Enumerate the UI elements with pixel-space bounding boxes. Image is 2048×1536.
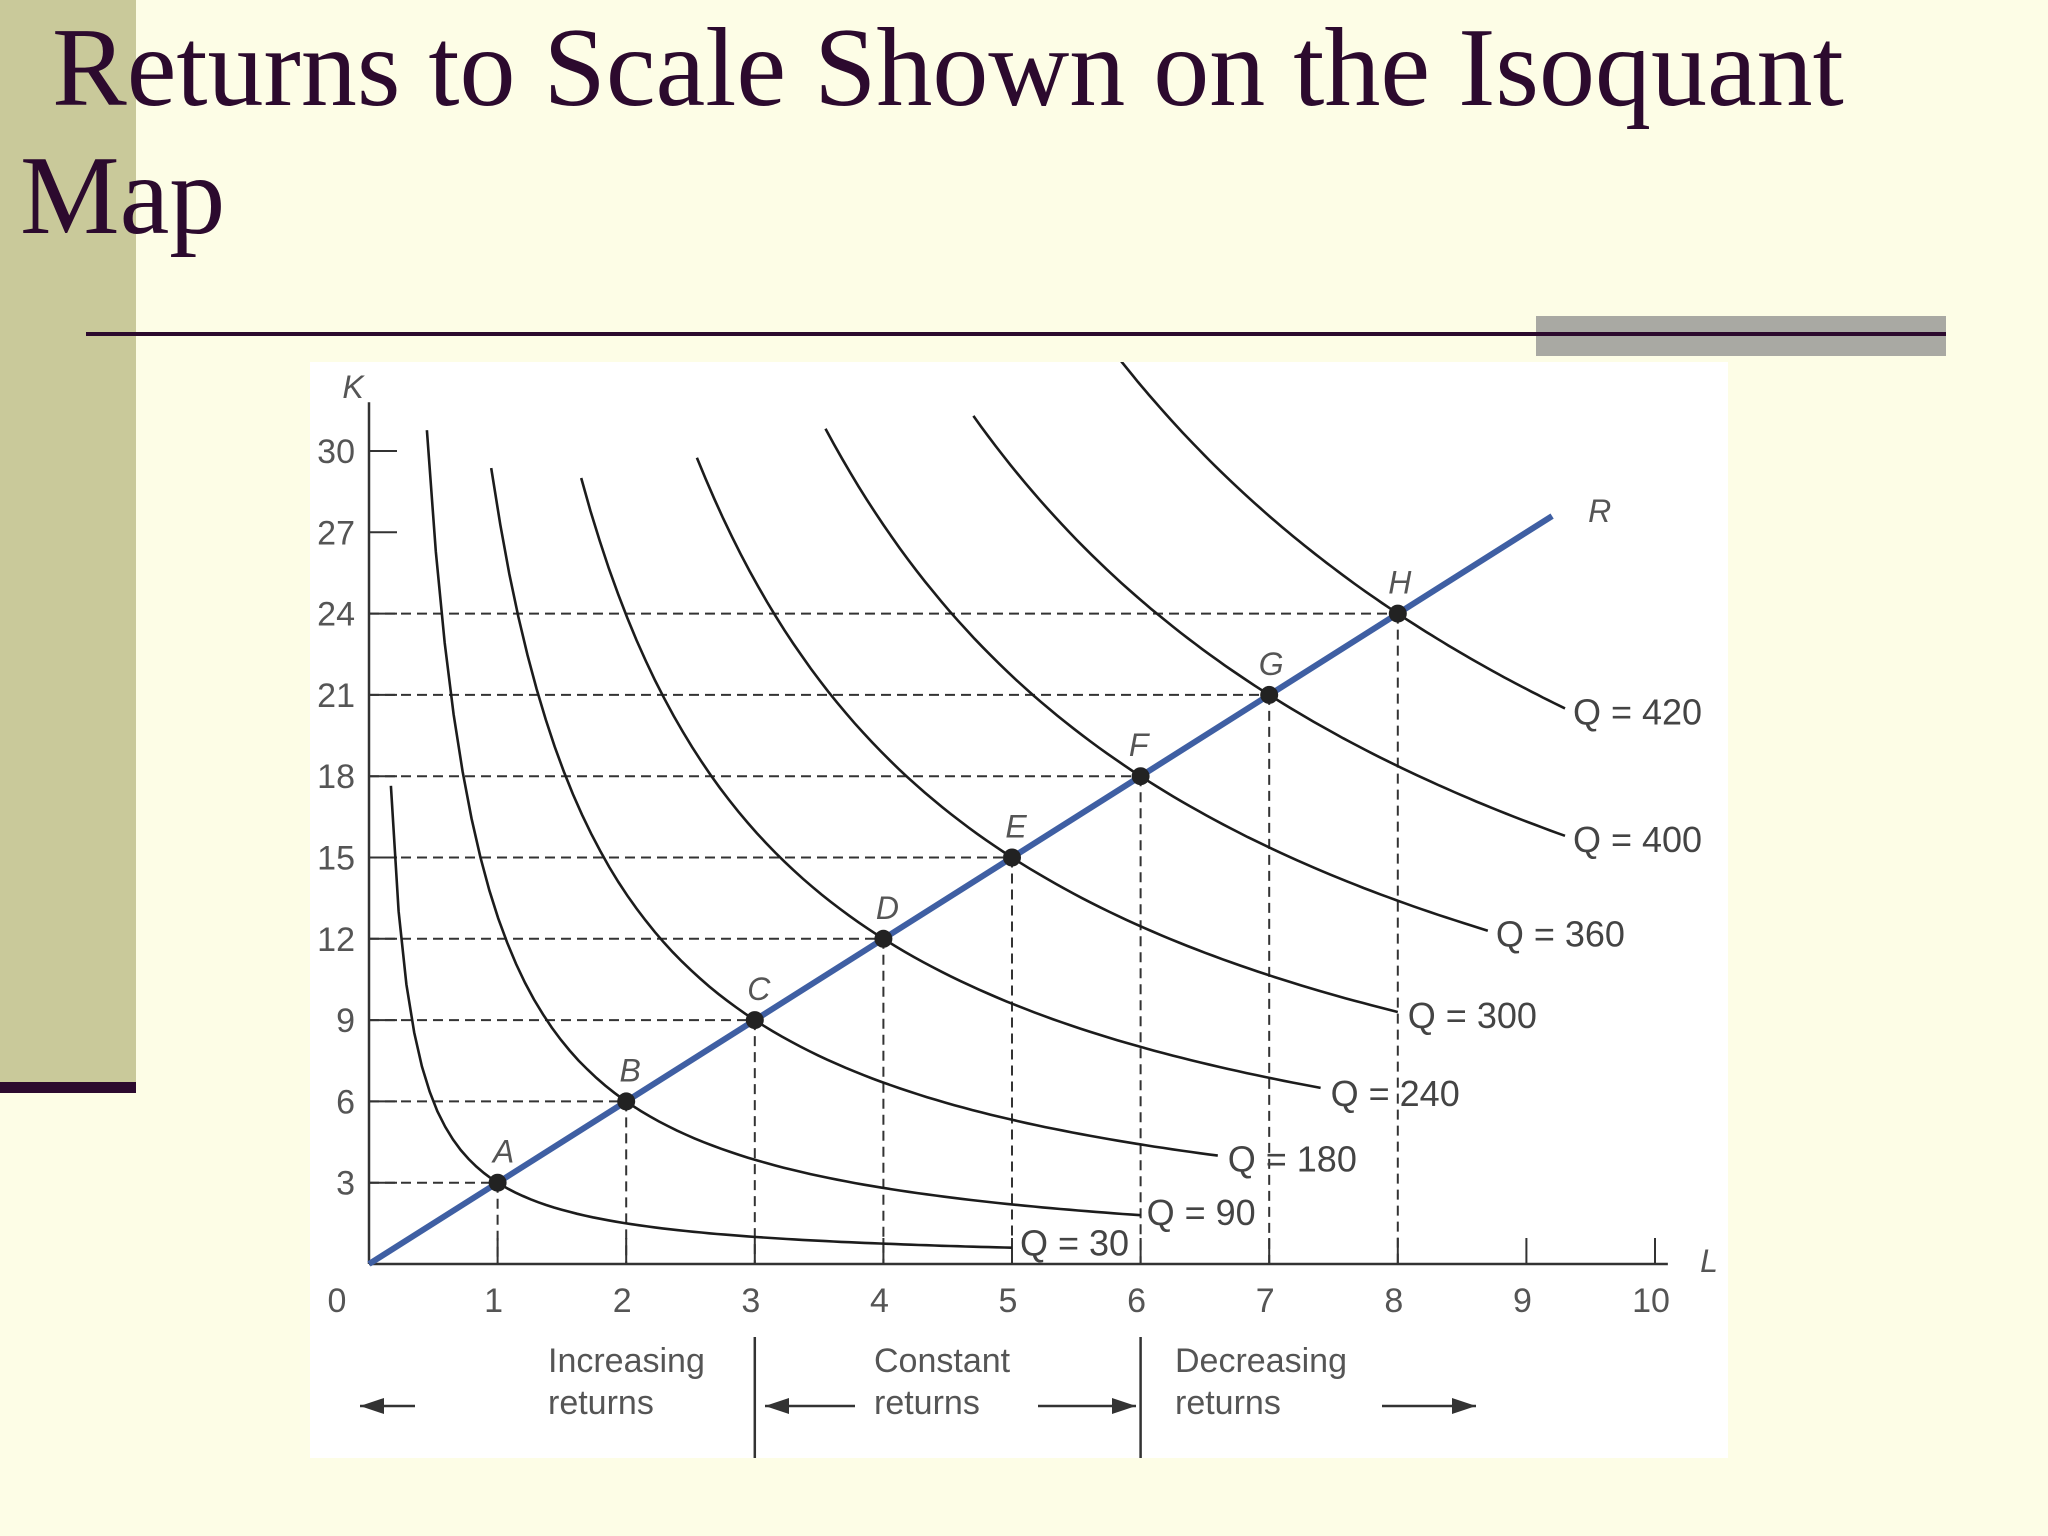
isoquant-curve (1120, 362, 1566, 710)
title-rule-accent-line (1536, 332, 1946, 336)
point-H (1388, 604, 1407, 623)
isoquant-label: Q = 400 (1573, 819, 1702, 860)
point-E (1003, 848, 1021, 867)
isoquant-label: Q = 180 (1228, 1139, 1357, 1180)
point-label-G: G (1259, 646, 1284, 682)
point-label-H: H (1388, 565, 1412, 601)
x-tick-label: 8 (1384, 1282, 1403, 1320)
y-tick-label: 30 (317, 433, 355, 471)
y-tick-label: 3 (336, 1165, 355, 1203)
x-tick-label: 2 (613, 1282, 632, 1320)
x-tick-label: 3 (741, 1282, 760, 1320)
title-rule (86, 332, 1946, 336)
left-decor-band (0, 0, 136, 1082)
x-tick-label: 9 (1513, 1282, 1532, 1320)
y-tick-label: 12 (317, 921, 355, 959)
isoquant-curve (389, 785, 1013, 1249)
point-label-C: C (747, 971, 771, 1007)
isoquant-label: Q = 90 (1147, 1192, 1256, 1233)
x-axis-label: L (1700, 1243, 1718, 1279)
slide-title: Returns to Scale Shown on the Isoquant M… (20, 6, 1844, 258)
point-B (617, 1092, 636, 1111)
isoquant-label: Q = 240 (1331, 1073, 1460, 1114)
isoquant-label: Q = 30 (1020, 1223, 1129, 1264)
region-arrow-right-head (1452, 1398, 1476, 1414)
region-label-line1: Constant (874, 1342, 1011, 1380)
x-tick-label: 7 (1256, 1282, 1275, 1320)
region-label-line2: returns (874, 1384, 980, 1422)
ray-label: R (1588, 493, 1611, 529)
region-arrow-left-head (765, 1398, 789, 1414)
isoquant-label: Q = 300 (1408, 995, 1537, 1036)
y-tick-label: 27 (317, 514, 355, 552)
y-tick-label: 18 (317, 758, 355, 796)
x-tick-label: 4 (870, 1282, 889, 1320)
isoquant-curve (579, 477, 1321, 1090)
point-C (745, 1011, 764, 1030)
isoquant-curve (972, 415, 1566, 838)
point-A (488, 1173, 507, 1192)
region-label-line2: returns (548, 1384, 654, 1422)
y-tick-label: 21 (317, 677, 355, 715)
region-label-line2: returns (1175, 1384, 1281, 1422)
isoquant-label: Q = 360 (1496, 914, 1625, 955)
region-arrow-left-head (360, 1398, 384, 1414)
expansion-ray (367, 513, 1554, 1267)
x-tick-label: 10 (1632, 1282, 1670, 1320)
point-F (1131, 767, 1150, 786)
point-label-D: D (876, 890, 899, 926)
isoquant-curve (824, 428, 1489, 932)
point-G (1260, 685, 1279, 704)
y-tick-label: 24 (317, 596, 355, 634)
y-tick-label: 9 (336, 1002, 355, 1040)
region-label-line1: Increasing (548, 1342, 705, 1380)
isoquant-label: Q = 420 (1573, 691, 1702, 732)
chart-panel: 3 6 9 12 15 18 21 24 27 30 0 1 2 3 4 5 6 7 8 9 10 K L Q = 30 Q =… (310, 362, 1728, 1458)
region-arrow-right-head (1112, 1398, 1136, 1414)
point-label-F: F (1129, 727, 1151, 763)
x-tick-label: 0 (328, 1282, 347, 1320)
point-label-B: B (620, 1052, 641, 1088)
region-label-line1: Decreasing (1175, 1342, 1347, 1380)
isoquant-curve (425, 430, 1141, 1217)
y-tick-label: 15 (317, 840, 355, 878)
title-rule-accent (1536, 316, 1946, 356)
point-D (874, 929, 893, 948)
y-tick-label: 6 (336, 1083, 355, 1121)
x-tick-label: 6 (1127, 1282, 1146, 1320)
x-tick-label: 5 (999, 1282, 1018, 1320)
point-label-A: A (491, 1134, 514, 1170)
y-axis-label: K (342, 369, 365, 405)
x-tick-label: 1 (484, 1282, 503, 1320)
left-decor-rule (0, 1082, 136, 1093)
point-label-E: E (1005, 809, 1027, 845)
isoquant-curve (489, 467, 1218, 1157)
isoquant-curve (695, 457, 1399, 1014)
